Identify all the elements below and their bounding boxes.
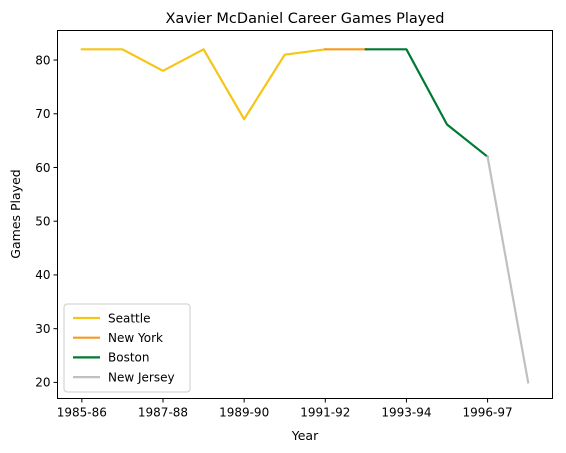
series-line-new-jersey bbox=[486, 155, 530, 384]
legend-box bbox=[63, 303, 191, 393]
chart-title: Xavier McDaniel Career Games Played bbox=[166, 11, 445, 27]
x-tick-label: 1989-90 bbox=[219, 406, 269, 420]
legend-label: New York bbox=[108, 331, 163, 345]
x-axis-label: Year bbox=[291, 428, 319, 443]
legend-label: Boston bbox=[108, 351, 149, 365]
series-line-boston bbox=[364, 48, 490, 159]
series-line-seattle bbox=[80, 48, 327, 121]
y-tick-label: 80 bbox=[35, 53, 50, 67]
x-tick-label: 1985-86 bbox=[57, 406, 107, 420]
x-tick-label: 1993-94 bbox=[381, 406, 431, 420]
x-tick-label: 1991-92 bbox=[300, 406, 350, 420]
legend-label: Seattle bbox=[108, 311, 150, 325]
y-tick-label: 20 bbox=[35, 376, 50, 390]
plot-area bbox=[80, 48, 530, 384]
y-tick-label: 30 bbox=[35, 322, 50, 336]
y-axis-ticks: 20 30 40 50 60 70 80 bbox=[35, 53, 58, 390]
legend: Seattle New York Boston New Jersey bbox=[63, 303, 191, 393]
y-tick-label: 70 bbox=[35, 107, 50, 121]
y-axis-label: Games Played bbox=[8, 169, 23, 258]
y-tick-label: 60 bbox=[35, 161, 50, 175]
x-tick-label: 1987-88 bbox=[138, 406, 188, 420]
x-tick-label: 1996-97 bbox=[463, 406, 513, 420]
y-tick-label: 50 bbox=[35, 215, 50, 229]
legend-label: New Jersey bbox=[108, 370, 175, 384]
x-axis-ticks: 1985-86 1987-88 1989-90 1991-92 1993-94 1996-… bbox=[57, 398, 513, 420]
axes-frame bbox=[57, 30, 553, 399]
y-tick-label: 40 bbox=[35, 268, 50, 282]
